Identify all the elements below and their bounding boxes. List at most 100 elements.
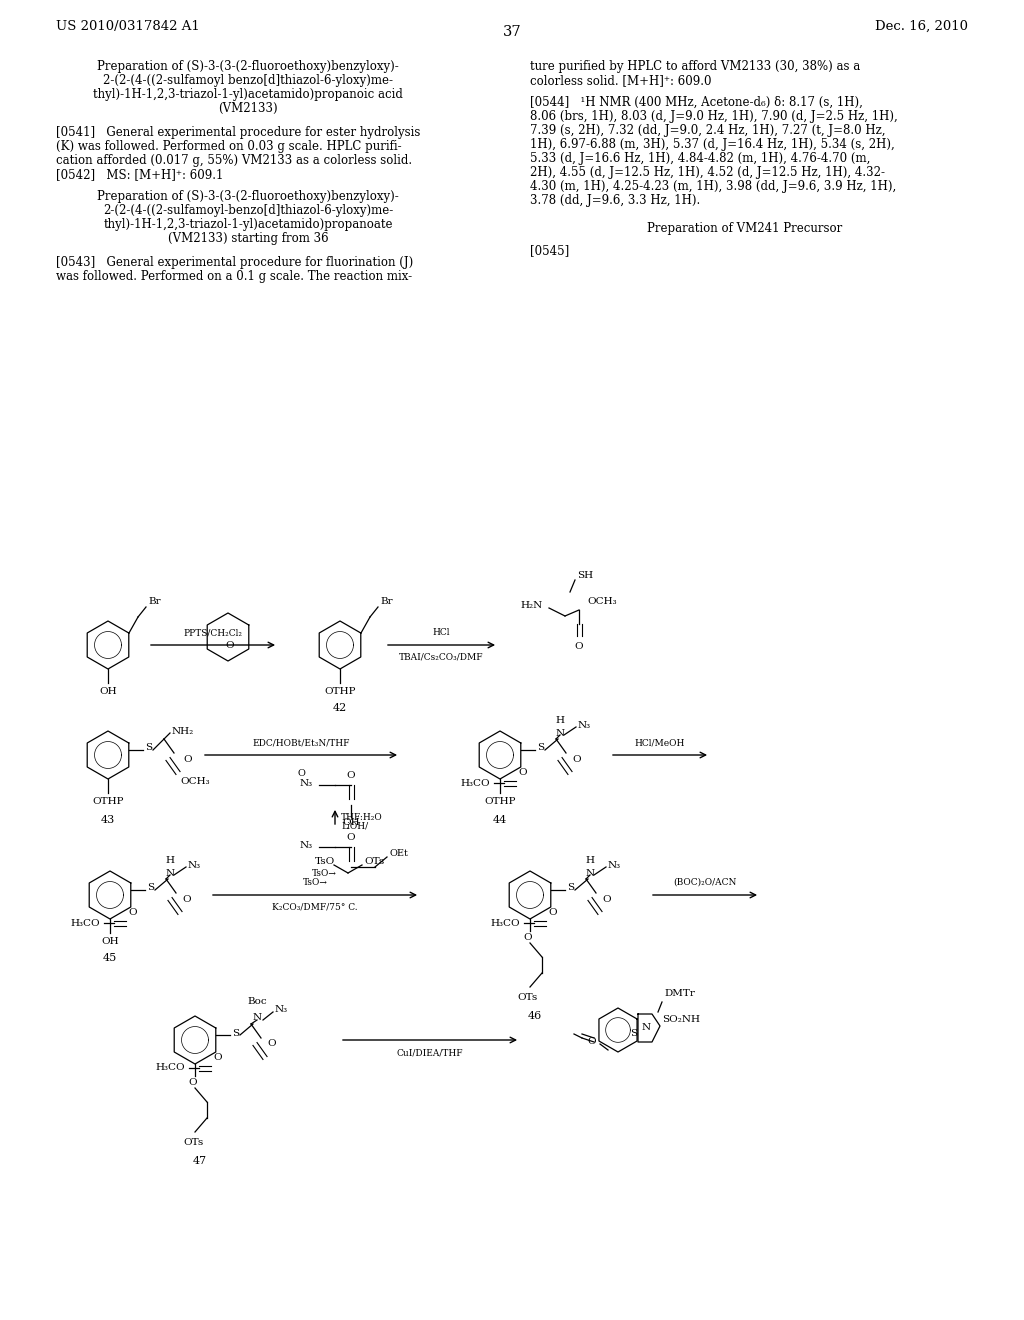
Text: OTs: OTs [518, 993, 539, 1002]
Text: PPTS/CH₂Cl₂: PPTS/CH₂Cl₂ [183, 628, 243, 638]
Text: US 2010/0317842 A1: US 2010/0317842 A1 [56, 20, 200, 33]
Text: O: O [572, 755, 581, 763]
Text: cation afforded (0.017 g, 55%) VM2133 as a colorless solid.: cation afforded (0.017 g, 55%) VM2133 as… [56, 154, 412, 168]
Text: O: O [347, 833, 355, 842]
Text: [0544]   ¹H NMR (400 MHz, Acetone-d₆) δ: 8.17 (s, 1H),: [0544] ¹H NMR (400 MHz, Acetone-d₆) δ: 8… [530, 96, 863, 110]
Text: TBAI/Cs₂CO₃/DMF: TBAI/Cs₂CO₃/DMF [399, 653, 483, 663]
Text: H₃CO: H₃CO [461, 779, 490, 788]
Text: H: H [586, 855, 595, 865]
Text: (BOC)₂O/ACN: (BOC)₂O/ACN [674, 878, 736, 887]
Text: OEt: OEt [389, 850, 408, 858]
Text: 5.33 (d, J=16.6 Hz, 1H), 4.84-4.82 (m, 1H), 4.76-4.70 (m,: 5.33 (d, J=16.6 Hz, 1H), 4.84-4.82 (m, 1… [530, 152, 870, 165]
Text: (K) was followed. Performed on 0.03 g scale. HPLC purifi-: (K) was followed. Performed on 0.03 g sc… [56, 140, 401, 153]
Text: N: N [586, 870, 595, 879]
Text: (VM2133) starting from 36: (VM2133) starting from 36 [168, 232, 329, 246]
Text: SH: SH [577, 572, 593, 581]
Text: N: N [253, 1014, 261, 1023]
Text: O: O [182, 895, 190, 903]
Text: 8.06 (brs, 1H), 8.03 (d, J=9.0 Hz, 1H), 7.90 (d, J=2.5 Hz, 1H),: 8.06 (brs, 1H), 8.03 (d, J=9.0 Hz, 1H), … [530, 110, 898, 123]
Text: O: O [523, 933, 532, 942]
Text: NH₂: NH₂ [172, 726, 195, 735]
Text: EDC/HOBt/Et₃N/THF: EDC/HOBt/Et₃N/THF [252, 738, 350, 747]
Text: Dec. 16, 2010: Dec. 16, 2010 [874, 20, 968, 33]
Text: Br: Br [380, 598, 392, 606]
Text: S: S [537, 743, 544, 752]
Text: O: O [213, 1053, 221, 1063]
Text: HCl/MeOH: HCl/MeOH [635, 738, 685, 747]
Text: N₃: N₃ [300, 779, 313, 788]
Text: H₃CO: H₃CO [490, 919, 520, 928]
Text: SO₂NH: SO₂NH [662, 1015, 700, 1024]
Text: was followed. Performed on a 0.1 g scale. The reaction mix-: was followed. Performed on a 0.1 g scale… [56, 271, 412, 282]
Text: Preparation of (S)-3-(3-(2-fluoroethoxy)benzyloxy)-: Preparation of (S)-3-(3-(2-fluoroethoxy)… [97, 59, 399, 73]
Text: [0542]   MS: [M+H]⁺: 609.1: [0542] MS: [M+H]⁺: 609.1 [56, 168, 223, 181]
Text: H₂N: H₂N [521, 602, 543, 610]
Text: OH: OH [342, 818, 359, 828]
Text: N: N [641, 1023, 650, 1032]
Text: O: O [588, 1038, 596, 1047]
Text: N₃: N₃ [275, 1006, 288, 1015]
Text: TsO→: TsO→ [312, 869, 337, 878]
Text: OTs: OTs [364, 857, 384, 866]
Text: N₃: N₃ [578, 721, 591, 730]
Text: OTHP: OTHP [484, 797, 516, 807]
Text: 2-(2-(4-((2-sulfamoyl-benzo[d]thiazol-6-yloxy)me-: 2-(2-(4-((2-sulfamoyl-benzo[d]thiazol-6-… [102, 205, 393, 216]
Text: thyl)-1H-1,2,3-triazol-1-yl)acetamido)propanoic acid: thyl)-1H-1,2,3-triazol-1-yl)acetamido)pr… [93, 88, 402, 102]
Text: 2-(2-(4-((2-sulfamoyl benzo[d]thiazol-6-yloxy)me-: 2-(2-(4-((2-sulfamoyl benzo[d]thiazol-6-… [103, 74, 393, 87]
Text: 46: 46 [528, 1011, 542, 1020]
Text: Br: Br [148, 598, 161, 606]
Text: OCH₃: OCH₃ [180, 777, 210, 785]
Text: O: O [347, 771, 355, 780]
Text: 44: 44 [493, 814, 507, 825]
Text: CuI/DIEA/THF: CuI/DIEA/THF [396, 1048, 463, 1057]
Text: H: H [166, 855, 174, 865]
Text: [0541]   General experimental procedure for ester hydrolysis: [0541] General experimental procedure fo… [56, 125, 421, 139]
Text: OH: OH [101, 937, 119, 946]
Text: Preparation of VM241 Precursor: Preparation of VM241 Precursor [647, 222, 843, 235]
Text: S: S [631, 1030, 638, 1039]
Text: O: O [602, 895, 610, 903]
Text: O: O [574, 642, 584, 651]
Text: K₂CO₃/DMF/75° C.: K₂CO₃/DMF/75° C. [272, 903, 357, 912]
Text: 2H), 4.55 (d, J=12.5 Hz, 1H), 4.52 (d, J=12.5 Hz, 1H), 4.32-: 2H), 4.55 (d, J=12.5 Hz, 1H), 4.52 (d, J… [530, 166, 885, 180]
Text: 45: 45 [102, 953, 117, 964]
Text: N₃: N₃ [188, 861, 201, 870]
Text: ture purified by HPLC to afford VM2133 (30, 38%) as a: ture purified by HPLC to afford VM2133 (… [530, 59, 860, 73]
Text: O: O [188, 1078, 198, 1086]
Text: N₃: N₃ [608, 861, 622, 870]
Text: THF:H₂O: THF:H₂O [341, 813, 383, 821]
Text: OH: OH [99, 686, 117, 696]
Text: HCl: HCl [433, 628, 451, 638]
Text: (VM2133): (VM2133) [218, 102, 278, 115]
Text: N: N [555, 730, 564, 738]
Text: 43: 43 [101, 814, 115, 825]
Text: S: S [147, 883, 155, 892]
Text: [0545]: [0545] [530, 244, 569, 257]
Text: O: O [548, 908, 557, 917]
Text: Boc: Boc [247, 997, 267, 1006]
Text: DMTr: DMTr [664, 989, 695, 998]
Text: O: O [518, 768, 526, 777]
Text: OCH₃: OCH₃ [587, 598, 616, 606]
Text: S: S [567, 883, 574, 892]
Text: 7.39 (s, 2H), 7.32 (dd, J=9.0, 2.4 Hz, 1H), 7.27 (t, J=8.0 Hz,: 7.39 (s, 2H), 7.32 (dd, J=9.0, 2.4 Hz, 1… [530, 124, 886, 137]
Text: H₃CO: H₃CO [156, 1064, 185, 1072]
Text: 1H), 6.97-6.88 (m, 3H), 5.37 (d, J=16.4 Hz, 1H), 5.34 (s, 2H),: 1H), 6.97-6.88 (m, 3H), 5.37 (d, J=16.4 … [530, 139, 895, 150]
Text: 4.30 (m, 1H), 4.25-4.23 (m, 1H), 3.98 (dd, J=9.6, 3.9 Hz, 1H),: 4.30 (m, 1H), 4.25-4.23 (m, 1H), 3.98 (d… [530, 180, 896, 193]
Text: Preparation of (S)-3-(3-(2-fluoroethoxy)benzyloxy)-: Preparation of (S)-3-(3-(2-fluoroethoxy)… [97, 190, 399, 203]
Text: O: O [297, 770, 305, 777]
Text: TsO: TsO [315, 857, 335, 866]
Text: OTHP: OTHP [325, 686, 355, 696]
Text: 47: 47 [193, 1156, 207, 1166]
Text: colorless solid. [M+H]⁺: 609.0: colorless solid. [M+H]⁺: 609.0 [530, 74, 712, 87]
Text: 3.78 (dd, J=9.6, 3.3 Hz, 1H).: 3.78 (dd, J=9.6, 3.3 Hz, 1H). [530, 194, 700, 207]
Text: OTs: OTs [183, 1138, 203, 1147]
Text: 42: 42 [333, 704, 347, 713]
Text: [0543]   General experimental procedure for fluorination (J): [0543] General experimental procedure fo… [56, 256, 414, 269]
Text: O: O [267, 1040, 275, 1048]
Text: N: N [166, 870, 174, 879]
Text: H: H [555, 715, 564, 725]
Text: N₃: N₃ [300, 841, 313, 850]
Text: S: S [145, 743, 153, 752]
Text: TsO→: TsO→ [302, 878, 328, 887]
